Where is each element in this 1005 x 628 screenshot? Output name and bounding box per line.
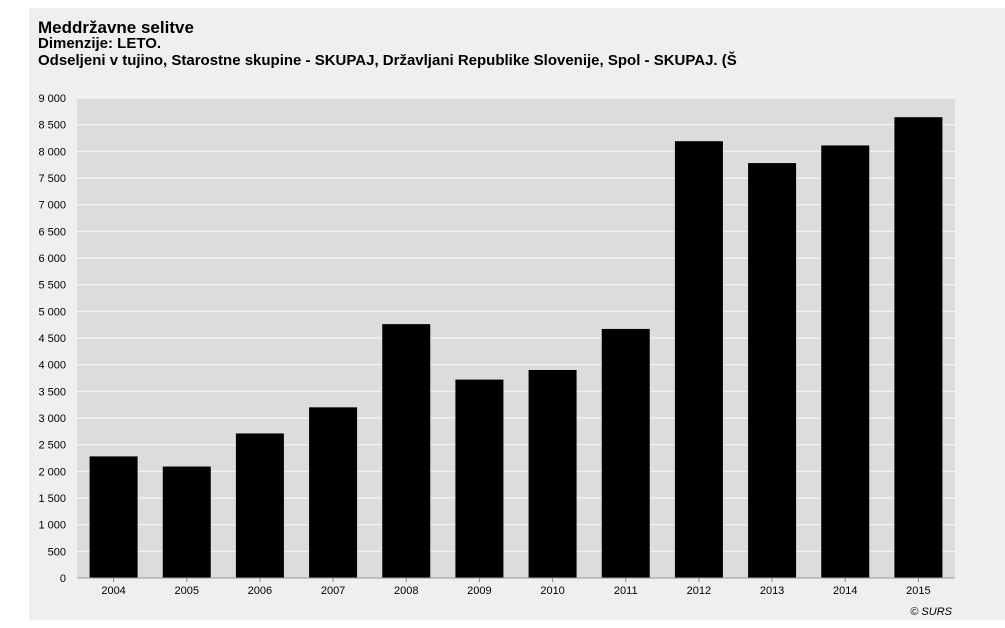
bar-2007	[309, 407, 358, 578]
y-tick-label: 7 000	[38, 200, 66, 212]
chart-subtitle-2: Odseljeni v tujino, Starostne skupine - …	[38, 52, 737, 69]
y-tick-label: 8 000	[38, 146, 66, 158]
y-tick-label: 500	[48, 546, 66, 558]
y-tick-label: 0	[60, 573, 66, 585]
y-tick-label: 3 000	[38, 413, 66, 425]
chart-subtitle: Dimenzije: LETO.	[38, 35, 162, 52]
y-tick-label: 9 000	[38, 93, 66, 105]
bar-2015	[894, 117, 943, 578]
y-tick-label: 8 500	[38, 120, 66, 132]
x-tick-label: 2010	[540, 585, 564, 597]
bar-2004	[89, 456, 138, 578]
x-axis: 2004 2005 2006 2007 2008 2009 2010 2011 2012 2013…	[101, 578, 931, 597]
x-tick-label: 2013	[760, 585, 784, 597]
bar-2006	[235, 433, 284, 578]
bar-2012	[674, 141, 723, 578]
bar-2014	[821, 145, 870, 578]
x-tick-label: 2009	[467, 585, 491, 597]
bars	[89, 117, 943, 579]
x-tick-label: 2008	[394, 585, 418, 597]
bar-2011	[601, 328, 650, 578]
x-tick-label: 2011	[614, 585, 638, 597]
y-tick-label: 2 500	[38, 440, 66, 452]
bar-2013	[748, 163, 797, 579]
y-axis: 0 500 1 000 1 500 2 000 2 500 3 000 3 500 4 000 4…	[38, 93, 66, 585]
y-tick-label: 6 000	[38, 253, 66, 265]
y-tick-label: 1 500	[38, 493, 66, 505]
bar-2008	[382, 324, 431, 578]
y-tick-label: 5 000	[38, 306, 66, 318]
y-tick-label: 6 500	[38, 226, 66, 238]
gridlines	[77, 97, 955, 552]
y-tick-label: 5 500	[38, 280, 66, 292]
x-tick-label: 2012	[687, 585, 711, 597]
bar-2005	[162, 466, 211, 578]
y-tick-label: 7 500	[38, 173, 66, 185]
y-tick-label: 3 500	[38, 386, 66, 398]
x-tick-label: 2007	[321, 585, 345, 597]
chart-title: Meddržavne selitve	[38, 18, 194, 37]
x-tick-label: 2004	[101, 585, 125, 597]
y-tick-label: 2 000	[38, 466, 66, 478]
y-tick-label: 1 000	[38, 520, 66, 532]
x-tick-label: 2006	[248, 585, 272, 597]
bar-2010	[528, 370, 577, 578]
y-tick-label: 4 000	[38, 360, 66, 372]
bar-2009	[455, 379, 504, 578]
y-tick-label: 4 500	[38, 333, 66, 345]
x-tick-label: 2015	[906, 585, 930, 597]
x-tick-label: 2014	[833, 585, 857, 597]
credit-label: © SURS	[910, 606, 952, 618]
x-tick-label: 2005	[175, 585, 199, 597]
